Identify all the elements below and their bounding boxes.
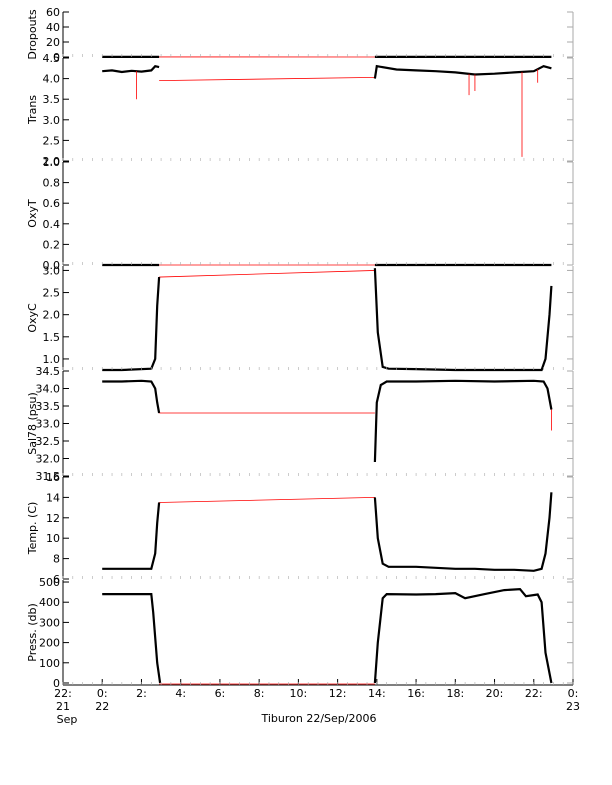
time-tick-label: 0: [568, 687, 579, 700]
y-tick-label: 40 [46, 21, 60, 34]
y-tick-label: 0.6 [43, 197, 61, 210]
time-tick-label: 22: [54, 687, 72, 700]
y-tick-label: 16 [46, 471, 60, 484]
y-tick-label: 12 [46, 512, 60, 525]
time-tick-sublabel: 21 [56, 700, 70, 713]
y-axis-label: Temp. (C) [26, 502, 39, 556]
y-tick-label: 3.0 [43, 264, 61, 277]
panel-2: 0.0 0.2 0.4 0.6 0.8 1.0 OxyT [26, 156, 574, 272]
gap-line [159, 270, 375, 278]
data-series-1 [373, 492, 553, 572]
data-series-1 [373, 268, 553, 372]
panel-1: 2.0 2.5 3.0 3.5 4.0 4.5 Trans [26, 52, 574, 168]
y-axis-label: OxyT [26, 199, 39, 228]
y-tick-label: 100 [39, 657, 60, 670]
time-tick-label: 6: [215, 687, 226, 700]
y-tick-label: 0.0 [43, 259, 61, 272]
y-tick-label: 3.5 [43, 93, 61, 106]
y-tick-label: 34.5 [36, 365, 61, 378]
time-tick-label: 16: [407, 687, 425, 700]
data-series-1 [373, 64, 552, 79]
y-axis-label: Sal78 (psu) [26, 392, 39, 455]
y-tick-label: 1.5 [43, 331, 61, 344]
y-tick-label: 33.5 [36, 400, 61, 413]
gap-line [159, 76, 375, 82]
data-series-0 [102, 502, 161, 570]
panel-3: 1.0 1.5 2.0 2.5 3.0 OxyC [26, 264, 574, 372]
y-tick-label: 1.0 [43, 353, 61, 366]
panel-4: 31.5 32.0 32.5 33.0 33.5 34.0 34.5 Sal78 (psu) [26, 365, 574, 483]
y-tick-label: 2.0 [43, 309, 61, 322]
y-tick-label: 0.4 [43, 218, 61, 231]
y-tick-label: 300 [39, 616, 60, 629]
y-tick-label: 31.5 [36, 470, 61, 483]
y-tick-label: 0.2 [43, 238, 61, 251]
time-tick-label: 8: [254, 687, 265, 700]
y-tick-label: 8 [53, 553, 60, 566]
time-tick-sublabel: Sep [57, 713, 78, 726]
y-tick-label: 10 [46, 532, 60, 545]
time-tick-label: 20: [486, 687, 504, 700]
y-axis-label: Dropouts [26, 9, 39, 59]
time-tick-label: 0: [97, 687, 108, 700]
y-tick-label: 32.0 [36, 453, 61, 466]
figure-caption: Tiburon 22/Sep/2006 [260, 712, 376, 725]
y-axis-label: Press. (db) [26, 603, 39, 662]
y-tick-label: 4.0 [43, 73, 61, 86]
y-tick-label: 1.0 [43, 156, 61, 169]
time-tick-sublabel: 22 [95, 700, 109, 713]
y-tick-label: 2.5 [43, 134, 61, 147]
y-tick-label: 0.8 [43, 177, 61, 190]
data-series-1 [373, 587, 553, 684]
time-tick-label: 22: [525, 687, 543, 700]
time-tick-label: 18: [446, 687, 464, 700]
y-axis-label: Trans [26, 95, 39, 125]
y-tick-label: 34.0 [36, 383, 61, 396]
y-tick-label: 20 [46, 36, 60, 49]
data-series-1 [373, 379, 553, 463]
y-tick-label: 0 [53, 677, 60, 690]
gap-line [159, 497, 375, 503]
panel-5: 6 8 10 12 14 16 Temp. (C) [26, 471, 574, 586]
time-tick-label: 2: [136, 687, 147, 700]
data-series-0 [102, 592, 162, 684]
panel-0: 0 20 40 60 Dropouts [26, 6, 574, 64]
data-series-0 [102, 277, 161, 372]
y-tick-label: 6 [53, 573, 60, 586]
panel-6: 0 100 200 300 400 500 Press. (db) [26, 576, 574, 690]
time-tick-label: 4: [175, 687, 186, 700]
y-tick-label: 33.0 [36, 418, 61, 431]
y-tick-label: 2.5 [43, 287, 61, 300]
y-tick-label: 0 [53, 51, 60, 64]
panels: 0204060Dropouts2.02.53.03.54.04.5Trans0.… [26, 6, 574, 690]
time-tick-label: 14: [368, 687, 386, 700]
y-tick-label: 2.0 [43, 155, 61, 168]
y-tick-label: 4.5 [43, 52, 61, 65]
y-tick-label: 32.5 [36, 435, 61, 448]
time-tick-label: 10: [290, 687, 308, 700]
data-series-0 [102, 379, 161, 414]
y-tick-label: 3.0 [43, 114, 61, 127]
time-tick-label: 12: [329, 687, 347, 700]
data-series-0 [102, 64, 160, 74]
y-tick-label: 500 [39, 576, 60, 589]
y-tick-label: 14 [46, 491, 60, 504]
y-axis-label: OxyC [26, 303, 39, 333]
y-tick-label: 200 [39, 637, 60, 650]
time-tick-sublabel: 23 [566, 700, 580, 713]
y-tick-label: 60 [46, 6, 60, 19]
y-tick-label: 400 [39, 596, 60, 609]
